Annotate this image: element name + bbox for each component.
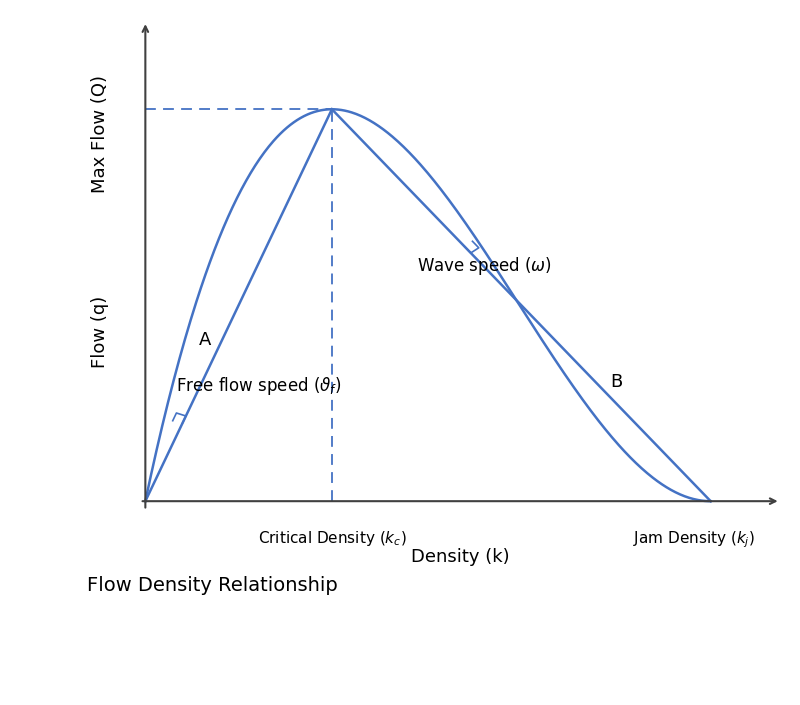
Text: B: B: [610, 373, 622, 391]
Text: Flow (q): Flow (q): [90, 295, 109, 368]
Text: Critical Density ($k_c$): Critical Density ($k_c$): [258, 529, 406, 548]
Text: Flow Density Relationship: Flow Density Relationship: [87, 576, 338, 595]
Text: Jam Density ($k_j$): Jam Density ($k_j$): [633, 529, 754, 550]
Text: Max Flow (Q): Max Flow (Q): [90, 75, 109, 193]
Text: Density (k): Density (k): [410, 548, 510, 566]
Text: Wave speed ($\omega$): Wave speed ($\omega$): [417, 255, 552, 276]
Text: A: A: [199, 331, 212, 350]
Text: Free flow speed ($\vartheta_f$): Free flow speed ($\vartheta_f$): [177, 374, 342, 396]
